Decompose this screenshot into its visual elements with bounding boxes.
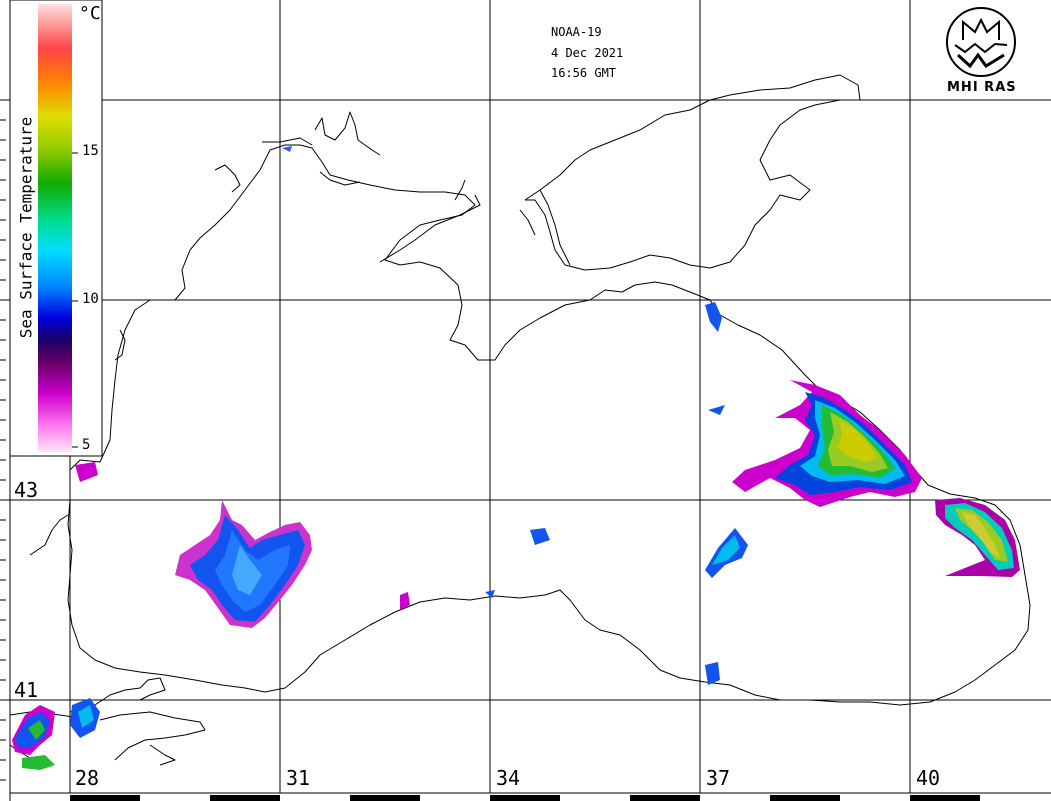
lon-label-34: 34 [496, 766, 521, 790]
image-time: 16:56 GMT [551, 66, 617, 80]
lon-label-28: 28 [75, 766, 100, 790]
lon-label-37: 37 [706, 766, 731, 790]
graticule [10, 0, 1051, 793]
lat-label-41: 41 [14, 678, 39, 702]
lat-label-43: 43 [14, 478, 39, 502]
image-date: 4 Dec 2021 [551, 45, 624, 60]
left-scale [0, 0, 11, 801]
sst-patch-northeast [705, 302, 722, 332]
colorbar-ticks [72, 152, 78, 448]
mhi-ras-emblem-icon [946, 7, 1016, 77]
colorbar-title: Sea Surface Temperature [16, 116, 36, 339]
image-info: NOAA-19 4 Dec 2021 16:56 GMT [551, 22, 623, 84]
colorbar-tick-15: 15 [82, 143, 99, 159]
satellite-name: NOAA-19 [551, 25, 602, 39]
sst-field [12, 146, 1020, 770]
coastline [9, 74, 1031, 766]
colorbar [38, 4, 72, 452]
logo-text: MHI RAS [947, 80, 1017, 95]
colorbar-tick-5: 5 [82, 437, 91, 453]
bottom-scale [10, 792, 1051, 801]
colorbar-unit: °C [79, 3, 101, 24]
lon-label-40: 40 [916, 766, 941, 790]
lon-label-31: 31 [286, 766, 311, 790]
colorbar-tick-10: 10 [82, 291, 99, 307]
